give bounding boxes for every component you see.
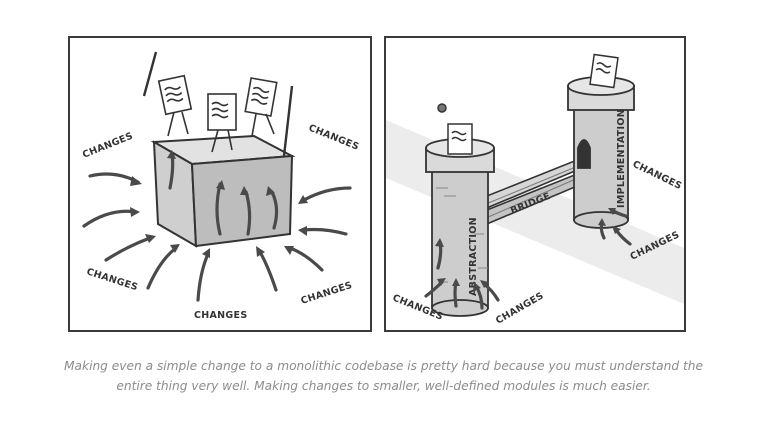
abstraction-tower [425, 138, 495, 317]
abstraction-label: ABSTRACTION [468, 217, 479, 296]
change-arrow [266, 186, 279, 230]
changes-label: CHANGES [194, 310, 247, 321]
implementation-label: IMPLEMENTATION [616, 109, 627, 208]
change-arrow [612, 226, 632, 246]
monolith-illustration: CHANGES CHANGES CHANGES CHANGES CHANGES [81, 51, 361, 321]
change-arrow [424, 278, 446, 298]
change-arrow [452, 278, 460, 308]
changes-label: CHANGES [300, 280, 354, 307]
figure-caption: Making even a simple change to a monolit… [20, 356, 747, 396]
change-arrow [598, 218, 606, 240]
code-creatures [437, 53, 619, 155]
changes-label: CHANGES [81, 131, 135, 161]
change-arrow [284, 246, 324, 272]
implementation-tower [567, 76, 635, 229]
change-arrow [240, 186, 252, 236]
change-arrow [82, 207, 140, 228]
caption-line: Making even a simple change to a monolit… [64, 359, 703, 373]
change-arrow [256, 246, 278, 292]
change-arrow [480, 280, 500, 302]
changes-label: CHANGES [631, 159, 684, 192]
change-arrow [608, 208, 628, 218]
change-arrow [146, 244, 180, 290]
change-arrow [298, 186, 352, 204]
change-arrow [473, 282, 484, 310]
caption-line: entire thing very well. Making changes t… [116, 379, 651, 393]
change-arrow [215, 180, 225, 236]
bridge-illustration: BRIDGE ABSTRACTION IMPLEMENTATION [386, 53, 684, 327]
code-creatures [142, 51, 294, 157]
changes-label: CHANGES [85, 266, 139, 293]
changes-label: CHANGES [494, 290, 546, 326]
change-arrow [104, 234, 156, 262]
change-arrow [167, 150, 176, 190]
change-arrow [88, 172, 142, 186]
change-arrow [435, 238, 444, 270]
bridge-illustration-panel: BRIDGE ABSTRACTION IMPLEMENTATION [384, 36, 686, 332]
change-arrow [196, 248, 210, 302]
changes-label: CHANGES [307, 123, 361, 153]
change-arrow [298, 226, 348, 236]
monolith-illustration-panel: CHANGES CHANGES CHANGES CHANGES CHANGES [68, 36, 372, 332]
